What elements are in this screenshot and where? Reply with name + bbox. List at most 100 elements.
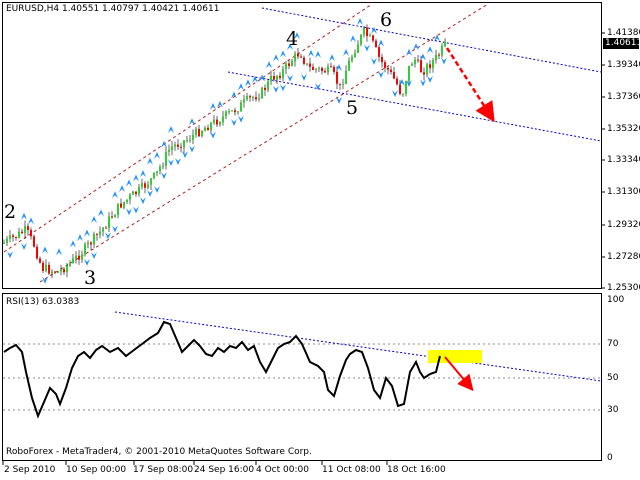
candle-body — [354, 52, 356, 57]
fractal-up-marker — [252, 75, 258, 83]
candle-body — [69, 262, 71, 266]
candle-body — [84, 244, 86, 255]
candle-body — [402, 93, 404, 95]
candle-body — [36, 246, 38, 259]
candle-body — [291, 61, 293, 67]
fractal-up-marker — [287, 43, 293, 51]
candle-body — [195, 128, 197, 135]
fractal-up-marker — [231, 91, 237, 99]
candle-body — [369, 35, 371, 37]
fractal-up-marker — [217, 100, 223, 108]
candle-body — [294, 53, 296, 62]
candle-body — [387, 67, 389, 70]
candle-body — [333, 66, 335, 72]
candle-body — [249, 96, 251, 98]
candle-body — [45, 264, 47, 271]
candle-body — [123, 201, 125, 208]
candle-body — [129, 194, 131, 200]
candle-body — [57, 271, 59, 273]
fractal-up-marker — [371, 26, 377, 34]
candle-body — [210, 122, 212, 131]
candle-body — [423, 72, 425, 75]
candle-body — [384, 62, 386, 68]
candle-body — [72, 258, 74, 263]
candle-body — [216, 119, 218, 125]
price-axis-ticks — [601, 32, 605, 289]
fractal-down-marker — [21, 243, 27, 251]
candle-body — [342, 83, 344, 85]
price-level-label: 1.31300 — [607, 187, 640, 197]
rsi-level-label: 100 — [607, 295, 625, 305]
rsi-forecast-arrow — [444, 356, 474, 392]
candle-body — [375, 40, 377, 48]
price-level-label: 1.33340 — [607, 155, 640, 165]
candle-body — [441, 45, 443, 56]
current-price-badge: 1.40611 — [603, 38, 640, 49]
candle-body — [159, 166, 161, 172]
candle-body — [183, 140, 185, 148]
fractal-down-marker — [392, 90, 398, 98]
fractal-up-marker — [343, 48, 349, 56]
candle-body — [408, 65, 410, 82]
candle-body — [177, 144, 179, 147]
wave-label-6: 6 — [380, 9, 393, 31]
candle-body — [18, 231, 20, 238]
candle-body — [246, 96, 248, 100]
symbol-info-label: EURUSD,H4 1.40551 1.40797 1.40421 1.4061… — [6, 4, 220, 14]
candle-body — [189, 139, 191, 141]
candle-body — [372, 35, 374, 41]
fractal-up-marker — [245, 79, 251, 87]
fractal-down-marker — [420, 79, 426, 87]
price-level-label: 1.25300 — [607, 283, 640, 293]
candle-body — [3, 242, 5, 244]
fractal-down-marker — [91, 252, 97, 260]
candle-body — [96, 233, 98, 235]
candle-body — [330, 66, 332, 68]
candle-body — [348, 60, 350, 71]
fractal-up-marker — [168, 126, 174, 134]
wave-label-3: 3 — [84, 267, 97, 289]
fractal-up-marker — [259, 74, 265, 82]
candle-body — [339, 83, 341, 85]
ascending-channel-upper — [3, 3, 373, 253]
fractal-down-marker — [364, 44, 370, 52]
candle-body — [444, 41, 446, 46]
fractal-up-marker — [266, 61, 272, 69]
fractal-down-marker — [133, 206, 139, 214]
candle-body — [6, 238, 8, 243]
candle-body — [192, 134, 194, 140]
candle-body — [399, 84, 401, 95]
fractal-up-marker — [406, 48, 412, 56]
candle-body — [312, 66, 314, 70]
fractal-up-marker — [21, 212, 27, 220]
candle-body — [270, 75, 272, 82]
candle-body — [213, 119, 215, 123]
candle-body — [255, 97, 257, 100]
candle-body — [24, 226, 26, 234]
candle-body — [165, 151, 167, 166]
candle-body — [60, 268, 62, 272]
fractal-down-marker — [84, 258, 90, 266]
candle-body — [273, 75, 275, 80]
fractal-up-marker — [77, 234, 83, 242]
candle-body — [264, 87, 266, 91]
candle-body — [99, 231, 101, 235]
fractal-up-marker — [280, 50, 286, 58]
candle-body — [51, 271, 53, 274]
candle-body — [87, 242, 89, 245]
fractal-down-marker — [182, 151, 188, 159]
candle-body — [267, 81, 269, 91]
candle-body — [288, 63, 290, 67]
candle-body — [144, 183, 146, 188]
fractal-up-marker — [350, 35, 356, 43]
fractal-up-marker — [189, 118, 195, 126]
fractal-down-marker — [287, 74, 293, 82]
fractal-down-marker — [371, 57, 377, 65]
candle-body — [111, 216, 113, 218]
price-level-label: 1.27280 — [607, 252, 640, 262]
fractal-up-marker — [273, 54, 279, 62]
fractal-up-marker — [28, 217, 34, 225]
wave-label-5: 5 — [346, 97, 359, 119]
candle-body — [357, 44, 359, 53]
